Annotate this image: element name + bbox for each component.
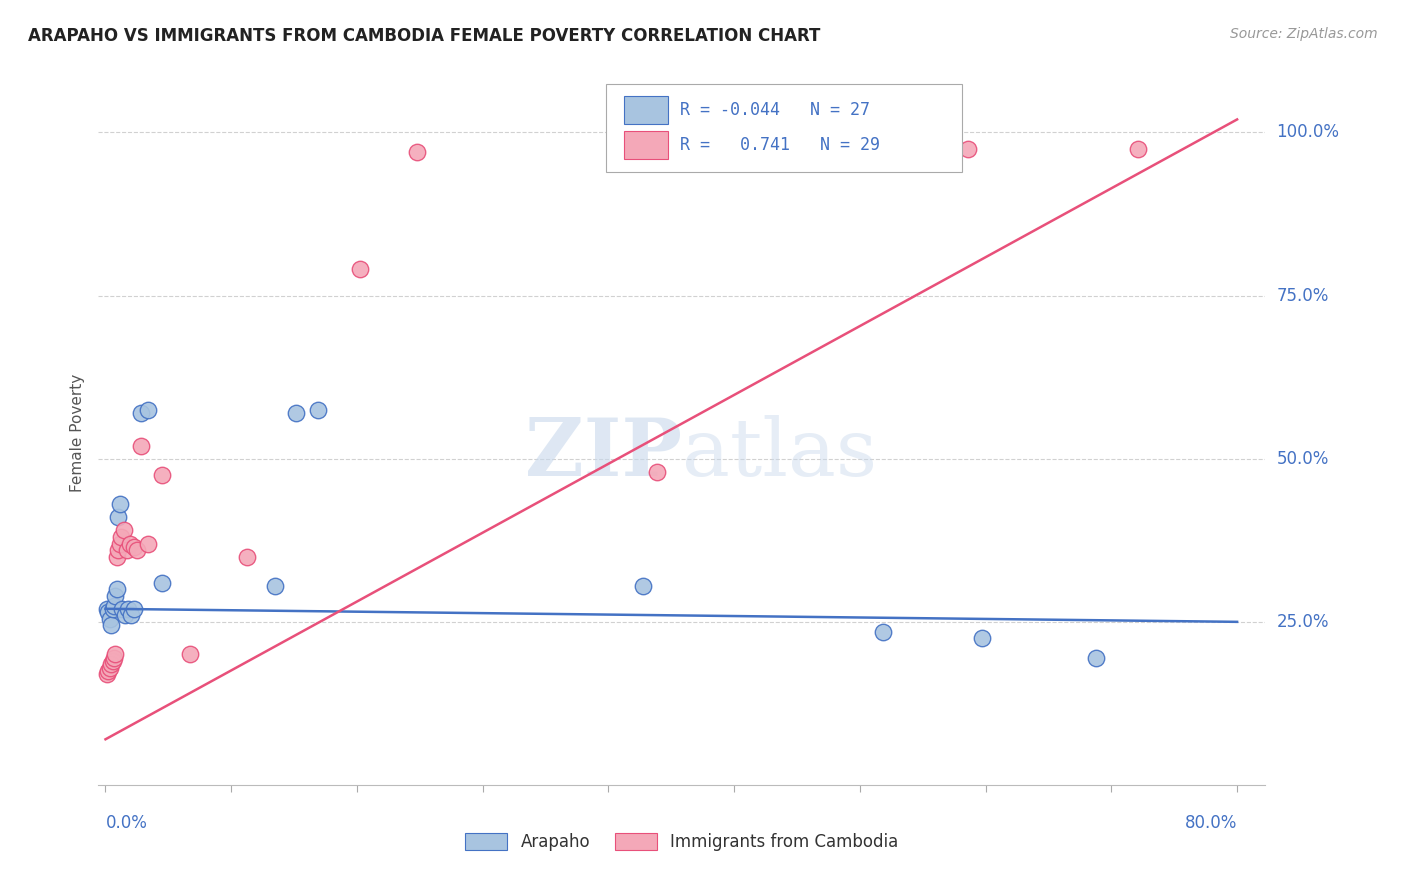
Y-axis label: Female Poverty: Female Poverty [70, 374, 86, 491]
Point [111, 602, 134, 616]
Point [957, 142, 980, 156]
Point [972, 631, 994, 645]
Point [122, 540, 145, 554]
Point [120, 608, 142, 623]
Legend: Arapaho, Immigrants from Cambodia: Arapaho, Immigrants from Cambodia [458, 826, 905, 858]
Point [100, 657, 122, 672]
Point [122, 602, 145, 616]
Text: 50.0%: 50.0% [1277, 450, 1329, 467]
Point [1084, 650, 1107, 665]
Point [136, 536, 159, 550]
Text: ARAPAHO VS IMMIGRANTS FROM CAMBODIA FEMALE POVERTY CORRELATION CHART: ARAPAHO VS IMMIGRANTS FROM CAMBODIA FEMA… [28, 27, 821, 45]
Point [236, 549, 259, 564]
Point [115, 543, 138, 558]
Point [103, 599, 125, 613]
Point [117, 602, 139, 616]
Point [105, 549, 128, 564]
Text: 0.0%: 0.0% [105, 814, 148, 832]
Text: atlas: atlas [682, 415, 877, 492]
Point [97, 664, 120, 678]
Point [645, 465, 668, 479]
Text: Source: ZipAtlas.com: Source: ZipAtlas.com [1230, 27, 1378, 41]
Point [285, 406, 308, 420]
Text: 75.0%: 75.0% [1277, 286, 1329, 304]
Point [150, 575, 173, 590]
Text: 25.0%: 25.0% [1277, 613, 1329, 631]
Text: R = -0.044   N = 27: R = -0.044 N = 27 [679, 101, 869, 119]
Bar [624, 95, 668, 124]
Point [129, 406, 152, 420]
Point [108, 536, 131, 550]
Point [631, 579, 654, 593]
Point [307, 402, 329, 417]
Point [179, 648, 201, 662]
Point [349, 262, 371, 277]
Text: 100.0%: 100.0% [1277, 123, 1340, 142]
Point [108, 497, 131, 511]
Text: R =   0.741   N = 29: R = 0.741 N = 29 [679, 136, 880, 154]
Bar [624, 131, 668, 159]
Point [264, 579, 287, 593]
Text: 80.0%: 80.0% [1185, 814, 1237, 832]
Point [101, 654, 124, 668]
Point [96, 667, 118, 681]
Point [103, 650, 125, 665]
Point [129, 439, 152, 453]
Point [112, 524, 135, 538]
FancyBboxPatch shape [606, 84, 962, 172]
Point [107, 543, 129, 558]
Point [118, 536, 141, 550]
Point [872, 624, 894, 639]
Point [405, 145, 427, 159]
Point [100, 618, 122, 632]
Point [125, 543, 148, 558]
Point [101, 602, 124, 616]
Point [150, 468, 173, 483]
Point [104, 648, 127, 662]
Point [114, 608, 136, 623]
Point [110, 530, 132, 544]
Point [97, 605, 120, 619]
Point [136, 402, 159, 417]
Point [96, 602, 118, 616]
Point [104, 589, 127, 603]
Point [105, 582, 128, 597]
Point [98, 611, 121, 625]
Point [98, 660, 121, 674]
Text: ZIP: ZIP [524, 415, 682, 492]
Point [1126, 142, 1149, 156]
Point [107, 510, 129, 524]
